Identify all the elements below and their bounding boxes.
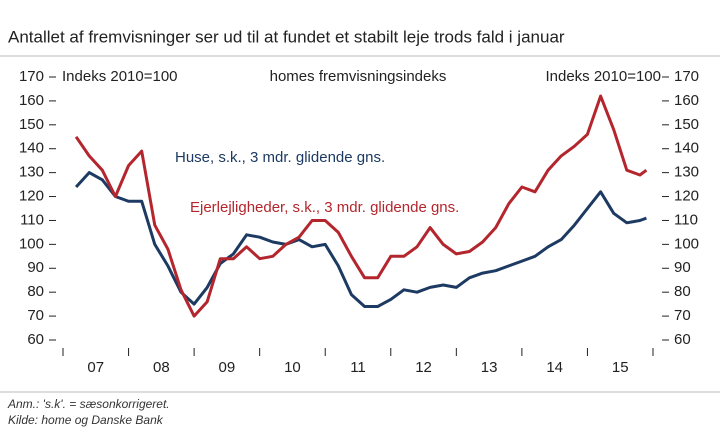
y-tick-label: 70: [27, 307, 44, 324]
x-tick-label: 12: [415, 359, 432, 376]
x-tick-label: 07: [87, 359, 104, 376]
x-tick-label: 08: [153, 359, 170, 376]
x-tick-label: 15: [612, 359, 629, 376]
y-tick-label: 110: [20, 211, 44, 228]
chart-title: Antallet af fremvisninger ser ud til at …: [8, 27, 565, 46]
y2-tick-label: 150: [674, 116, 699, 133]
series-line: [74, 171, 647, 308]
y-tick-label: 60: [27, 331, 44, 348]
right-axis-note: Indeks 2010=100: [545, 68, 661, 85]
y-tick-label: 140: [19, 140, 44, 157]
x-tick-label: 11: [350, 359, 366, 376]
series-line: [74, 94, 648, 318]
y2-tick-label: 120: [674, 188, 699, 205]
y-tick-label: 100: [19, 235, 44, 252]
center-note: homes fremvisningsindeks: [270, 68, 447, 85]
series-label: Ejerlejligheder, s.k., 3 mdr. glidende g…: [190, 199, 459, 216]
y2-tick-label: 160: [674, 92, 699, 109]
y2-tick-label: 130: [674, 164, 699, 181]
y2-tick-label: 70: [674, 307, 691, 324]
note: Anm.: 's.k'. = sæsonkorrigeret.: [7, 397, 170, 411]
x-tick-label: 10: [284, 359, 301, 376]
y2-tick-label: 100: [674, 235, 699, 252]
left-axis-note: Indeks 2010=100: [62, 68, 178, 85]
y2-tick-label: 110: [674, 211, 698, 228]
y-tick-label: 90: [27, 259, 44, 276]
x-tick-label: 09: [219, 359, 236, 376]
y-tick-label: 170: [19, 68, 44, 85]
y2-tick-label: 80: [674, 283, 691, 300]
y-tick-label: 160: [19, 92, 44, 109]
y2-tick-label: 60: [674, 331, 691, 348]
y2-tick-label: 140: [674, 140, 699, 157]
y2-tick-label: 90: [674, 259, 691, 276]
y2-tick-label: 170: [674, 68, 699, 85]
y-tick-label: 130: [19, 164, 44, 181]
y-tick-label: 120: [19, 188, 44, 205]
y-tick-label: 150: [19, 116, 44, 133]
x-tick-label: 14: [546, 359, 563, 376]
x-tick-label: 13: [481, 359, 498, 376]
source: Kilde: home og Danske Bank: [8, 413, 164, 427]
series-label: Huse, s.k., 3 mdr. glidende gns.: [175, 149, 385, 166]
y-tick-label: 80: [27, 283, 44, 300]
